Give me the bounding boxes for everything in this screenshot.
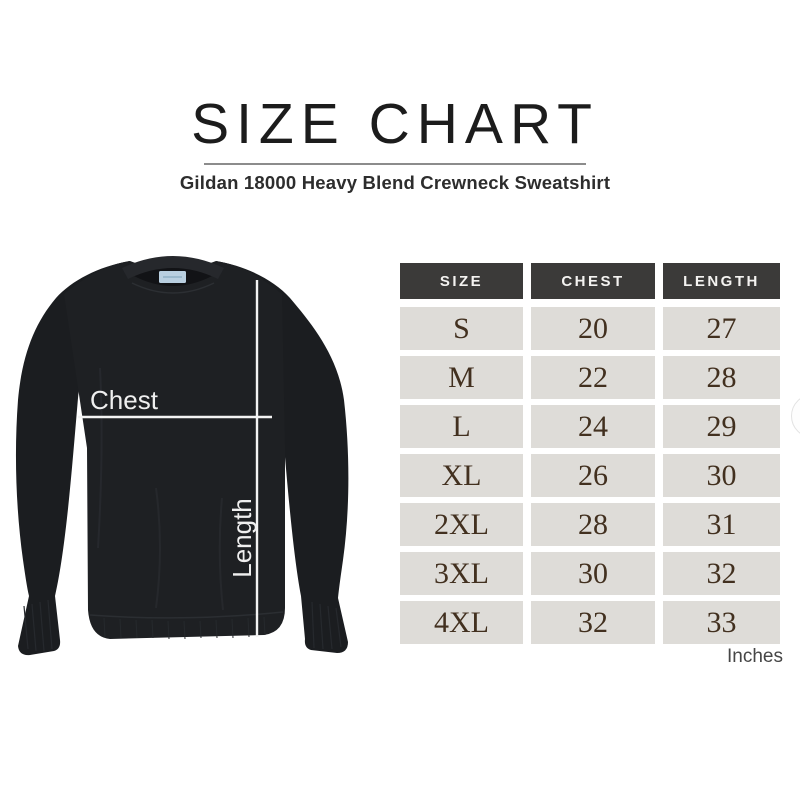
title-divider <box>204 163 586 165</box>
chest-cell: 22 <box>531 356 655 399</box>
chest-label: Chest <box>90 385 159 415</box>
hem-seam <box>89 611 284 619</box>
size-cell: M <box>400 356 523 399</box>
length-cell: 31 <box>663 503 780 546</box>
collar-band <box>122 256 224 279</box>
length-cell: 27 <box>663 307 780 350</box>
carousel-next-button[interactable] <box>791 394 800 438</box>
size-cell: S <box>400 307 523 350</box>
size-cell: 3XL <box>400 552 523 595</box>
table-row: M 22 28 <box>400 356 780 399</box>
table-body: S 20 27 M 22 28 L 24 29 XL 26 30 2XL 28 … <box>400 307 780 644</box>
column-header-chest: CHEST <box>531 263 655 299</box>
hem-ribs <box>103 616 266 640</box>
table-row: S 20 27 <box>400 307 780 350</box>
table-row: L 24 29 <box>400 405 780 448</box>
units-label: Inches <box>727 646 783 667</box>
size-cell: L <box>400 405 523 448</box>
chest-cell: 32 <box>531 601 655 644</box>
sweatshirt-image: Chest Length <box>15 256 349 656</box>
page-subtitle: Gildan 18000 Heavy Blend Crewneck Sweats… <box>179 172 611 193</box>
size-cell: XL <box>400 454 523 497</box>
length-cell: 32 <box>663 552 780 595</box>
table-row: 4XL 32 33 <box>400 601 780 644</box>
table-row: XL 26 30 <box>400 454 780 497</box>
sweatshirt-body <box>64 261 285 639</box>
fabric-folds <box>97 367 224 611</box>
sweatshirt-right-sleeve <box>216 261 349 653</box>
chest-cell: 24 <box>531 405 655 448</box>
length-label: Length <box>227 498 257 578</box>
right-cuff-ribs <box>311 601 342 650</box>
page-title: SIZE CHART <box>191 92 599 156</box>
length-cell: 30 <box>663 454 780 497</box>
left-cuff-ribs <box>23 599 53 652</box>
chest-cell: 26 <box>531 454 655 497</box>
sweatshirt-left-sleeve <box>15 261 131 656</box>
table-row: 3XL 30 32 <box>400 552 780 595</box>
size-cell: 2XL <box>400 503 523 546</box>
column-header-size: SIZE <box>400 263 523 299</box>
page-header: SIZE CHART Gildan 18000 Heavy Blend Crew… <box>0 94 790 194</box>
chest-cell: 28 <box>531 503 655 546</box>
chest-cell: 20 <box>531 307 655 350</box>
table-row: 2XL 28 31 <box>400 503 780 546</box>
size-cell: 4XL <box>400 601 523 644</box>
chest-cell: 30 <box>531 552 655 595</box>
sweatshirt-diagram: Chest Length <box>8 248 360 660</box>
table-header-row: SIZE CHEST LENGTH <box>400 263 780 299</box>
length-cell: 33 <box>663 601 780 644</box>
length-cell: 28 <box>663 356 780 399</box>
column-header-length: LENGTH <box>663 263 780 299</box>
size-table: SIZE CHEST LENGTH S 20 27 M 22 28 L 24 2… <box>400 263 780 650</box>
collar-seam <box>131 282 215 294</box>
length-cell: 29 <box>663 405 780 448</box>
